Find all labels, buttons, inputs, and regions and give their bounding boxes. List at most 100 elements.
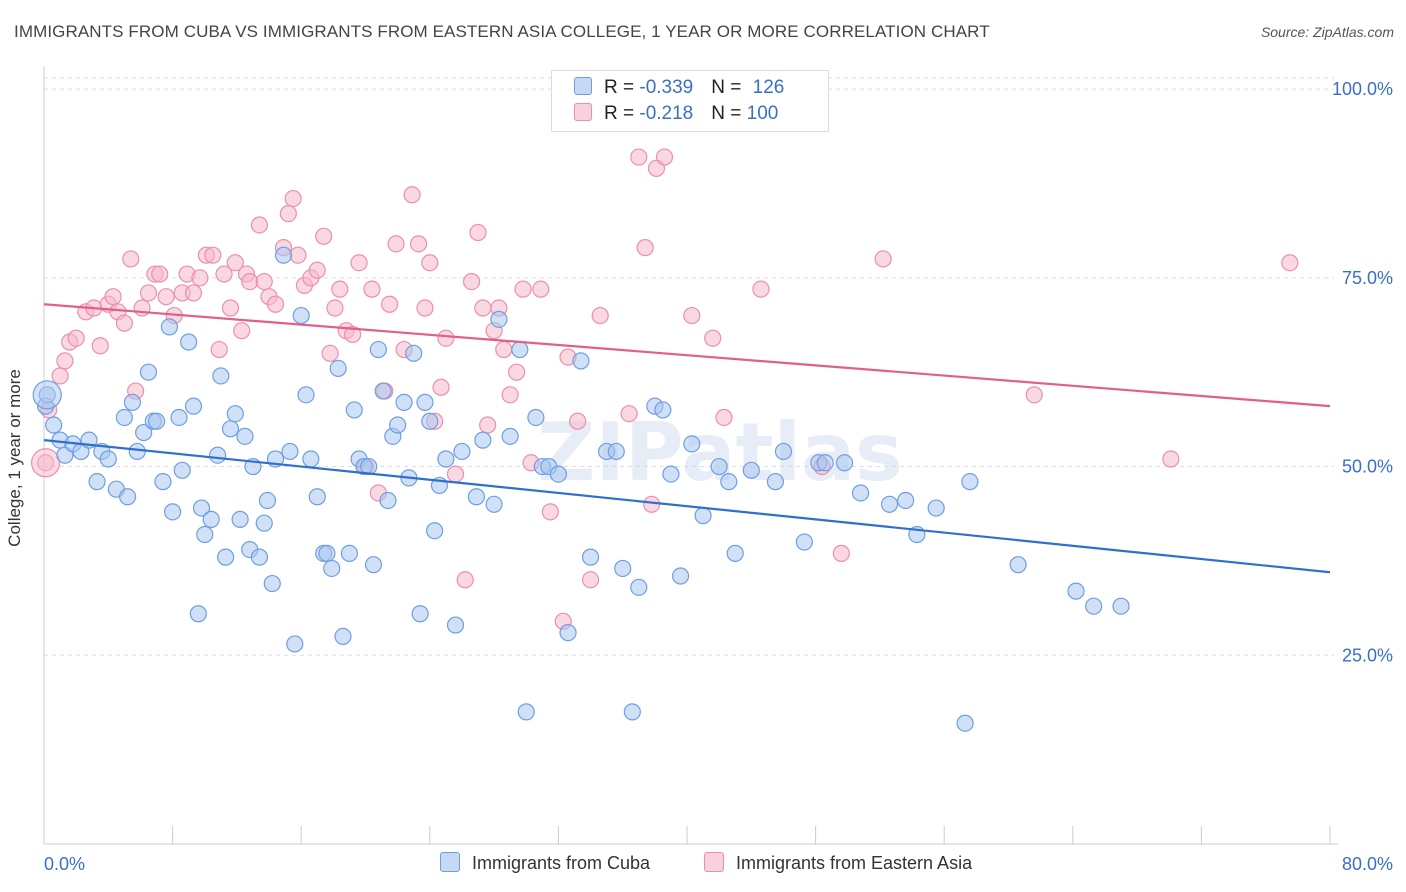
- point-eastern-asia: [104, 288, 122, 306]
- legend-r-label: R =: [604, 77, 640, 98]
- point-cuba: [323, 559, 341, 578]
- point-eastern-asia: [284, 189, 302, 208]
- point-eastern-asia: [210, 340, 228, 359]
- point-eastern-asia: [421, 254, 439, 272]
- point-eastern-asia: [403, 186, 421, 204]
- point-cuba: [221, 420, 240, 438]
- point-eastern-asia: [115, 314, 133, 332]
- point-cuba: [527, 408, 545, 427]
- point-cuba: [446, 616, 465, 634]
- point-eastern-asia: [308, 261, 326, 279]
- legend-n-label: N =: [711, 77, 747, 98]
- point-eastern-asia: [1281, 254, 1299, 272]
- point-cuba: [474, 431, 492, 449]
- point-eastern-asia: [683, 306, 701, 325]
- point-cuba: [852, 484, 870, 502]
- point-cuba: [364, 556, 383, 574]
- point-cuba: [345, 401, 363, 419]
- point-eastern-asia: [462, 272, 481, 291]
- point-cuba: [286, 635, 304, 653]
- point-eastern-asia: [1025, 386, 1043, 404]
- point-cuba: [961, 473, 979, 491]
- point-eastern-asia: [437, 329, 455, 347]
- point-cuba: [927, 499, 945, 517]
- y-axis-label: College, 1 year or more: [5, 369, 24, 547]
- point-cuba: [329, 359, 347, 378]
- point-eastern-asia-large: [31, 448, 61, 478]
- legend-n-value: 100: [746, 103, 779, 124]
- trend-line-eastern-asia: [43, 303, 1331, 408]
- x-tick-label-max: 80.0%: [1342, 854, 1393, 874]
- point-eastern-asia: [56, 352, 74, 370]
- point-cuba: [411, 605, 429, 623]
- point-cuba: [318, 544, 336, 562]
- point-cuba: [379, 491, 397, 510]
- point-cuba: [123, 393, 142, 411]
- point-cuba: [549, 465, 568, 483]
- point-cuba: [467, 488, 486, 506]
- point-cuba: [189, 605, 207, 623]
- x-tick-label-min: 0.0%: [44, 854, 85, 874]
- point-eastern-asia: [446, 465, 465, 483]
- point-eastern-asia: [655, 148, 674, 166]
- point-cuba: [115, 408, 133, 427]
- point-eastern-asia: [508, 363, 526, 381]
- point-cuba: [1009, 556, 1027, 574]
- point-cuba: [614, 559, 632, 578]
- y-tick-label: 25.0%: [1342, 645, 1393, 665]
- point-cuba: [956, 714, 974, 732]
- point-eastern-asia: [409, 235, 428, 253]
- point-eastern-asia: [474, 299, 492, 317]
- point-cuba: [880, 495, 899, 513]
- point-cuba: [184, 397, 203, 415]
- point-cuba: [389, 416, 407, 434]
- point-cuba: [308, 488, 326, 506]
- point-eastern-asia: [315, 227, 333, 245]
- bottom-legend-label-eastern-asia: Immigrants from Eastern Asia: [736, 853, 973, 873]
- chart-title: IMMIGRANTS FROM CUBA VS IMMIGRANTS FROM …: [14, 22, 990, 41]
- trend-line-cuba: [43, 439, 1331, 574]
- point-cuba: [766, 473, 785, 491]
- point-cuba: [623, 703, 641, 721]
- bottom-legend-label-cuba: Immigrants from Cuba: [472, 853, 651, 873]
- point-cuba: [437, 450, 455, 468]
- point-eastern-asia: [363, 280, 381, 298]
- point-eastern-asia: [250, 216, 269, 234]
- point-cuba: [274, 246, 293, 264]
- point-cuba: [490, 310, 508, 328]
- trend-lines: [43, 303, 1331, 574]
- point-cuba: [99, 450, 117, 468]
- point-eastern-asia: [226, 254, 244, 272]
- point-cuba: [236, 427, 254, 445]
- point-eastern-asia: [752, 280, 770, 298]
- point-cuba: [710, 457, 728, 476]
- point-cuba: [170, 408, 188, 427]
- point-cuba: [694, 507, 712, 525]
- point-cuba: [45, 416, 63, 434]
- legend-n-label: N =: [711, 103, 747, 124]
- point-cuba: [164, 503, 182, 521]
- point-cuba: [192, 499, 211, 517]
- point-eastern-asia: [191, 269, 209, 287]
- bottom-legend-cuba: Immigrants from Cuba: [440, 852, 650, 874]
- tick-labels: 25.0% 50.0% 75.0% 100.0% 0.0% 80.0%: [44, 79, 1393, 874]
- legend-swatch-cuba: [574, 77, 592, 95]
- point-cuba: [160, 318, 178, 336]
- point-cuba: [453, 442, 471, 461]
- source-label: Source: ZipAtlas.com: [1260, 24, 1394, 40]
- point-eastern-asia: [704, 329, 722, 347]
- point-eastern-asia: [344, 325, 362, 344]
- point-cuba: [302, 450, 320, 468]
- point-cuba: [374, 382, 392, 400]
- point-eastern-asia: [51, 367, 69, 385]
- point-eastern-asia: [215, 265, 233, 283]
- legend-r-value: -0.218: [639, 103, 694, 124]
- point-eastern-asia: [541, 503, 559, 521]
- point-cuba: [774, 442, 793, 461]
- y-tick-label: 100.0%: [1332, 79, 1393, 99]
- point-cuba: [426, 522, 444, 540]
- point-cuba: [662, 465, 680, 483]
- point-eastern-asia: [326, 299, 344, 317]
- legend-r-value: -0.339: [639, 77, 694, 98]
- point-cuba: [742, 461, 760, 479]
